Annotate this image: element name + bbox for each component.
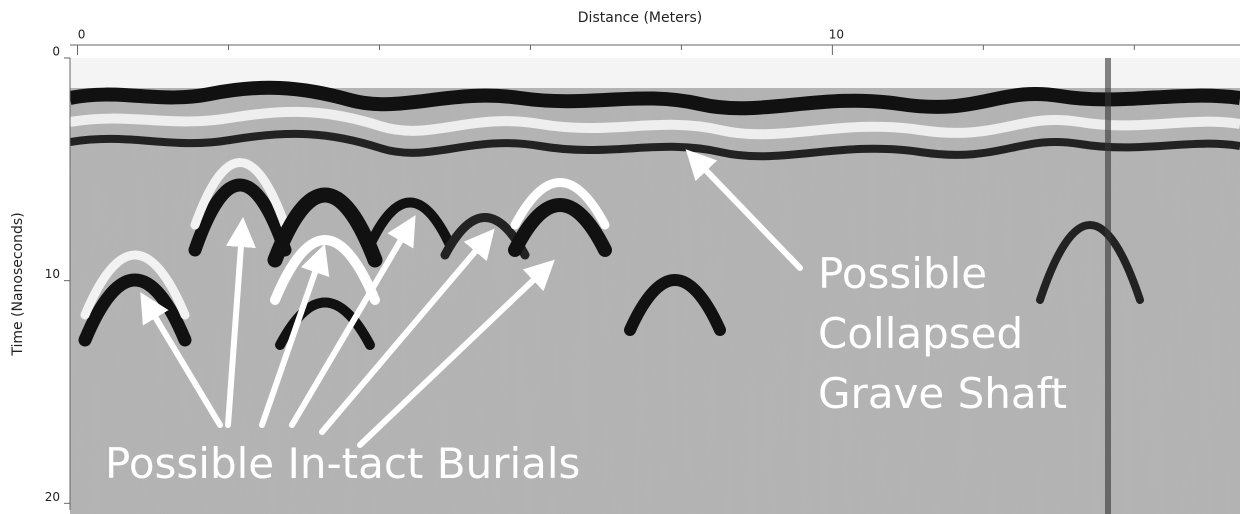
annotation: Possible In-tact Burials — [105, 439, 580, 488]
y-tick-label: 0 — [52, 45, 60, 59]
y-tick-label: 10 — [45, 267, 60, 281]
annotation: Grave Shaft — [818, 369, 1067, 418]
y-tick-label: 20 — [45, 490, 60, 504]
annotation-arrows — [140, 149, 803, 448]
x-tick-label: 0 — [78, 28, 86, 42]
x-axis-label: Distance (Meters) — [578, 10, 702, 26]
x-tick-label: 10 — [829, 28, 844, 42]
y-axis-label: Time (Nanoseconds) — [10, 212, 26, 356]
annotation: Possible — [818, 249, 987, 298]
radargram-image — [70, 58, 1240, 514]
annotation: Collapsed — [818, 309, 1023, 358]
